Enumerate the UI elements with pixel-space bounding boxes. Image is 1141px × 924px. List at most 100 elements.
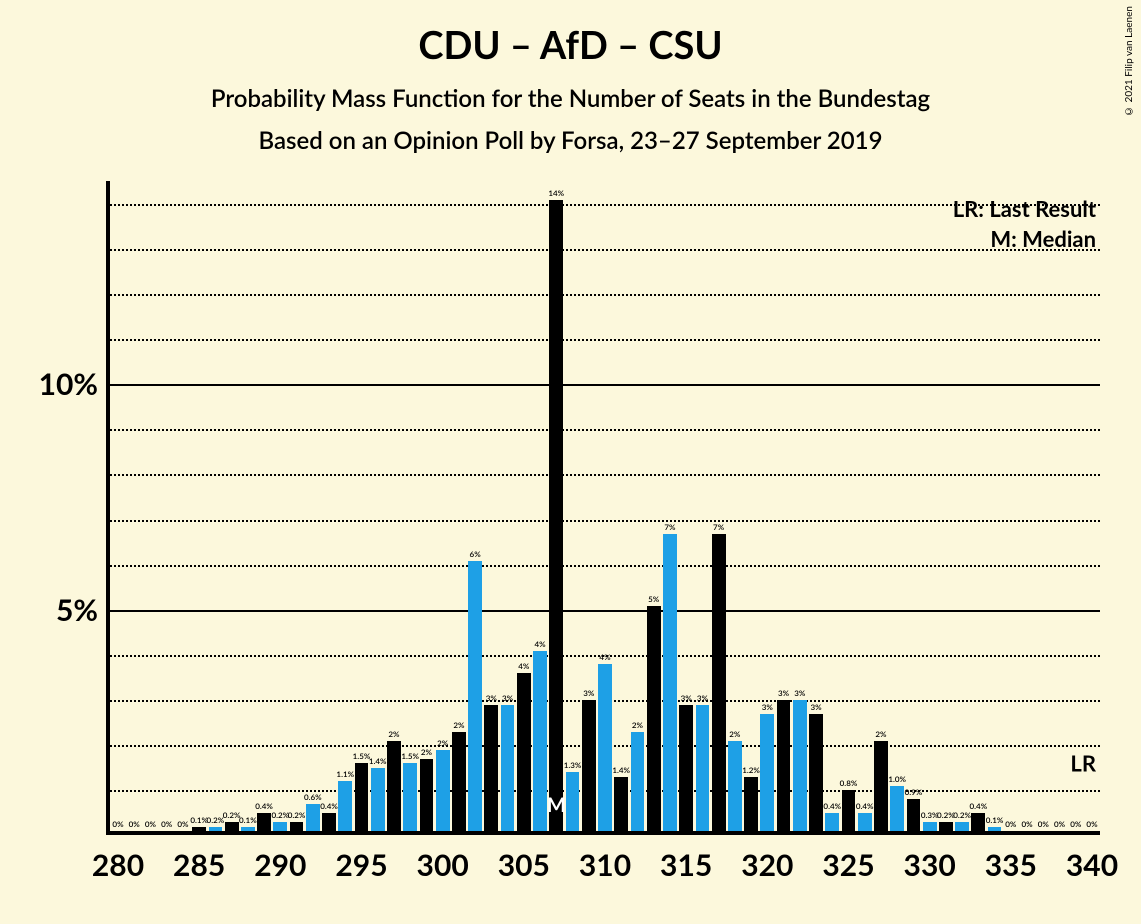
bar xyxy=(971,813,985,831)
bar-value-label: 2% xyxy=(729,729,740,739)
bar-value-label: 0.2% xyxy=(271,810,289,820)
y-tick-label: 5% xyxy=(56,592,98,628)
bar xyxy=(809,714,823,831)
bar xyxy=(338,781,352,831)
bar xyxy=(355,763,369,831)
bar xyxy=(647,606,661,831)
bar xyxy=(890,786,904,831)
bar-value-label: 1.5% xyxy=(401,751,419,761)
x-tick-label: 340 xyxy=(1066,847,1118,883)
bar-value-label: 3% xyxy=(681,693,692,703)
bar xyxy=(728,741,742,831)
grid-major xyxy=(110,384,1100,386)
bar xyxy=(939,822,953,831)
bar-value-label: 3% xyxy=(794,688,805,698)
bar-value-label: 0.4% xyxy=(970,801,988,811)
bar-value-label: 0.4% xyxy=(856,801,874,811)
bar-value-label: 0.1% xyxy=(190,815,208,825)
chart-subtitle-1: Probability Mass Function for the Number… xyxy=(0,84,1141,113)
bar xyxy=(403,763,417,831)
bar-value-label: 7% xyxy=(664,522,675,532)
copyright-text: © 2021 Filip van Laenen xyxy=(1123,6,1135,117)
chart-title: CDU – AfD – CSU xyxy=(0,22,1141,68)
x-tick-label: 315 xyxy=(660,847,712,883)
bar xyxy=(501,705,515,831)
bar-value-label: 0.1% xyxy=(239,815,257,825)
bar-value-label: 2% xyxy=(388,729,399,739)
x-axis xyxy=(106,831,1100,835)
y-axis xyxy=(106,181,110,835)
bar-value-label: 1.0% xyxy=(888,774,906,784)
bar-value-label: 1.5% xyxy=(353,751,371,761)
bar xyxy=(566,772,580,831)
grid-minor xyxy=(110,204,1100,206)
bar-value-label: 0% xyxy=(1038,819,1049,829)
bar-value-label: 2% xyxy=(437,738,448,748)
bar xyxy=(484,705,498,831)
x-tick-label: 300 xyxy=(417,847,469,883)
grid-minor xyxy=(110,565,1100,567)
bar xyxy=(549,200,563,831)
title-text: CDU – AfD – CSU xyxy=(418,22,722,68)
bar xyxy=(923,822,937,831)
bar-value-label: 7% xyxy=(713,522,724,532)
bar xyxy=(598,664,612,831)
subtitle2-text: Based on an Opinion Poll by Forsa, 23–27… xyxy=(259,126,883,155)
bar xyxy=(988,827,1002,832)
bar xyxy=(192,827,206,832)
bar xyxy=(209,827,223,832)
x-tick-label: 320 xyxy=(741,847,793,883)
x-tick-label: 290 xyxy=(254,847,306,883)
bar-value-label: 0.2% xyxy=(288,810,306,820)
grid-minor xyxy=(110,474,1100,476)
bar xyxy=(631,732,645,831)
bar-value-label: 1.1% xyxy=(336,769,354,779)
chart-subtitle-2: Based on an Opinion Poll by Forsa, 23–27… xyxy=(0,126,1141,155)
bar xyxy=(420,759,434,831)
grid-minor xyxy=(110,520,1100,522)
bar-value-label: 2% xyxy=(421,747,432,757)
bar xyxy=(436,750,450,831)
bar xyxy=(533,651,547,831)
bar-value-label: 0% xyxy=(177,819,188,829)
bar xyxy=(225,822,239,831)
bar-value-label: 4% xyxy=(518,661,529,671)
bar-value-label: 0.6% xyxy=(304,792,322,802)
bar-value-label: 0.3% xyxy=(921,810,939,820)
bar-value-label: 0.9% xyxy=(905,787,923,797)
bar-value-label: 0.4% xyxy=(320,801,338,811)
bar-value-label: 0% xyxy=(112,819,123,829)
bar-value-label: 0% xyxy=(161,819,172,829)
bar xyxy=(322,813,336,831)
bar xyxy=(371,768,385,831)
bar xyxy=(517,673,531,831)
bar xyxy=(907,799,921,831)
bar-value-label: 3% xyxy=(778,688,789,698)
bar-value-label: 2% xyxy=(875,729,886,739)
grid-major xyxy=(110,610,1100,612)
x-tick-label: 330 xyxy=(904,847,956,883)
bar-value-label: 2% xyxy=(453,720,464,730)
bar-value-label: 1.4% xyxy=(612,765,630,775)
bar xyxy=(452,732,466,831)
bar-value-label: 0.2% xyxy=(937,810,955,820)
bar-value-label: 5% xyxy=(648,594,659,604)
bar xyxy=(582,700,596,831)
bar xyxy=(679,705,693,831)
bar-value-label: 2% xyxy=(632,720,643,730)
legend-lr: LR: Last Result xyxy=(953,195,1096,222)
grid-minor xyxy=(110,294,1100,296)
bar-value-label: 0.2% xyxy=(207,815,225,825)
bar-value-label: 0.8% xyxy=(840,778,858,788)
median-marker: M xyxy=(547,793,566,817)
bar-value-label: 0% xyxy=(1086,819,1097,829)
x-tick-label: 335 xyxy=(985,847,1037,883)
bar-value-label: 0.2% xyxy=(953,810,971,820)
bar xyxy=(793,700,807,831)
bar xyxy=(663,534,677,831)
bar-value-label: 0% xyxy=(1070,819,1081,829)
bar xyxy=(825,813,839,831)
bar xyxy=(874,741,888,831)
bar xyxy=(614,777,628,831)
bar-value-label: 0.4% xyxy=(255,801,273,811)
